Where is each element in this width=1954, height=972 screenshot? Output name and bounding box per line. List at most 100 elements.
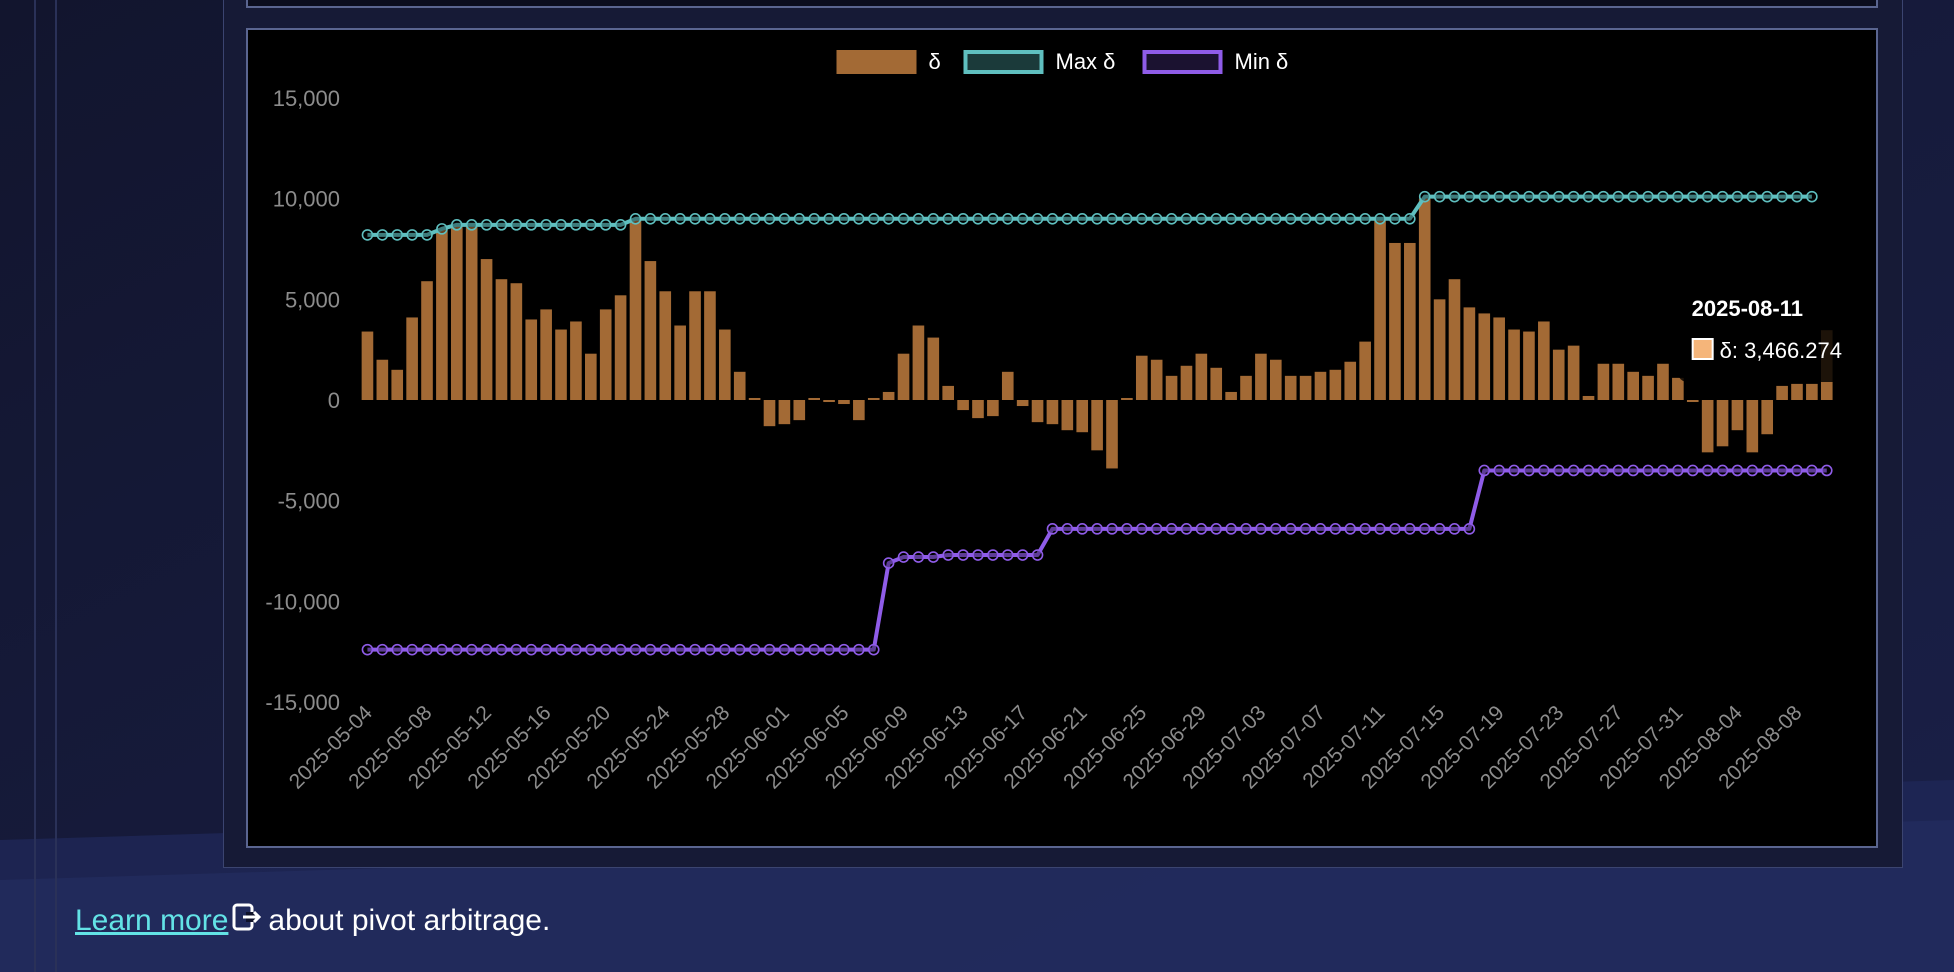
- y-tick-label: 10,000: [273, 187, 340, 212]
- delta-bar: [1791, 383, 1803, 400]
- min-delta-point: [1582, 464, 1595, 477]
- tooltip-box: [1677, 280, 1866, 382]
- max-delta-point: [1657, 190, 1669, 203]
- min-delta-point: [1686, 464, 1699, 477]
- learn-more-footer: Learn more about pivot arbitrage.: [75, 902, 550, 940]
- min-delta-point: [1597, 464, 1610, 477]
- delta-bar: [1612, 363, 1625, 400]
- min-delta-point: [704, 643, 716, 656]
- min-delta-point: [1806, 464, 1818, 477]
- max-delta-point: [1448, 190, 1461, 203]
- delta-bar: [987, 400, 999, 417]
- max-delta-point: [763, 213, 776, 225]
- delta-bar: [629, 218, 642, 400]
- max-delta-point: [1567, 190, 1580, 203]
- delta-bar: [1121, 397, 1133, 400]
- delta-bar: [1716, 400, 1729, 447]
- min-delta-line: [367, 468, 1827, 652]
- delta-bar: [1299, 375, 1312, 400]
- max-delta-point: [391, 229, 404, 241]
- delta-bar: [838, 400, 850, 405]
- min-delta-point: [480, 643, 493, 656]
- min-delta-point: [361, 643, 374, 656]
- delta-bar: [1746, 400, 1759, 453]
- delta-bar: [1508, 329, 1520, 400]
- delta-bar: [1255, 353, 1267, 400]
- min-delta-point: [1001, 549, 1014, 561]
- min-delta-point: [1031, 549, 1044, 561]
- min-delta-point: [1314, 523, 1327, 535]
- max-delta-point: [1597, 190, 1610, 203]
- max-delta-point: [1106, 213, 1118, 225]
- delta-bar: [1433, 299, 1446, 400]
- learn-more-link[interactable]: Learn more: [75, 904, 229, 937]
- max-delta-point: [1091, 213, 1103, 225]
- delta-chart[interactable]: 15,000 10,000 5,000 0 -5,000 -10,000 -15,000 20…: [248, 30, 1876, 846]
- max-delta-point: [406, 229, 418, 241]
- min-delta-point: [1433, 523, 1446, 535]
- min-delta-point: [644, 643, 657, 656]
- max-delta-point: [1582, 190, 1595, 203]
- max-delta-point: [1150, 213, 1163, 225]
- max-delta-point: [1314, 213, 1327, 225]
- delta-bar: [614, 295, 627, 400]
- max-delta-point: [1240, 213, 1252, 225]
- min-delta-point: [570, 643, 582, 656]
- max-delta-point: [1612, 190, 1625, 203]
- min-delta-point: [510, 643, 523, 656]
- delta-bar: [1686, 400, 1699, 403]
- y-tick-label: -5,000: [278, 489, 340, 514]
- delta-bar: [1552, 349, 1565, 400]
- delta-bar: [1463, 307, 1476, 400]
- delta-bar: [778, 400, 791, 425]
- delta-bar: [1031, 400, 1044, 423]
- max-delta-point: [361, 229, 374, 241]
- delta-bar: [1061, 400, 1074, 431]
- page-divider-inner: [55, 0, 57, 972]
- max-delta-point: [1255, 213, 1267, 225]
- delta-bar: [1329, 369, 1342, 400]
- delta-bar: [1150, 359, 1163, 400]
- legend-swatch-delta: [836, 50, 917, 74]
- min-delta-point: [1448, 523, 1461, 535]
- delta-bar: [1180, 365, 1193, 400]
- max-delta-point: [912, 213, 925, 225]
- delta-bar: [1567, 345, 1580, 400]
- max-delta-point: [1701, 190, 1714, 203]
- external-link-icon[interactable]: [232, 902, 262, 940]
- delta-bar: [659, 291, 672, 400]
- delta-bar: [376, 359, 389, 400]
- delta-bar: [808, 397, 820, 400]
- min-delta-point: [1523, 464, 1535, 477]
- min-delta-point: [793, 643, 806, 656]
- min-delta-point: [957, 549, 969, 561]
- min-delta-point: [1270, 523, 1282, 535]
- tooltip-value: δ: 3,466.274: [1720, 338, 1842, 363]
- delta-bar: [1761, 400, 1774, 435]
- delta-bar: [1657, 363, 1669, 400]
- min-delta-point: [1165, 523, 1178, 535]
- delta-bar: [540, 309, 552, 400]
- max-delta-point: [1746, 190, 1759, 203]
- min-delta-point: [1612, 464, 1625, 477]
- min-delta-point: [1284, 523, 1297, 535]
- max-delta-point: [838, 213, 850, 225]
- min-delta-point: [719, 643, 731, 656]
- min-delta-point: [867, 643, 880, 656]
- delta-bar: [927, 337, 940, 400]
- max-delta-point: [1418, 190, 1431, 203]
- max-delta-point: [1806, 190, 1818, 203]
- max-delta-point: [1791, 190, 1803, 203]
- max-delta-point: [942, 213, 954, 225]
- min-delta-point: [1657, 464, 1669, 477]
- max-delta-point: [1195, 213, 1208, 225]
- min-delta-point: [1508, 464, 1520, 477]
- min-delta-point: [391, 643, 404, 656]
- min-delta-point: [1106, 523, 1118, 535]
- min-delta-point: [912, 551, 925, 563]
- max-delta-point: [1493, 190, 1505, 203]
- delta-bar: [1046, 400, 1059, 425]
- min-delta-point: [659, 643, 672, 656]
- min-delta-point: [1180, 523, 1193, 535]
- min-delta-point: [942, 549, 954, 561]
